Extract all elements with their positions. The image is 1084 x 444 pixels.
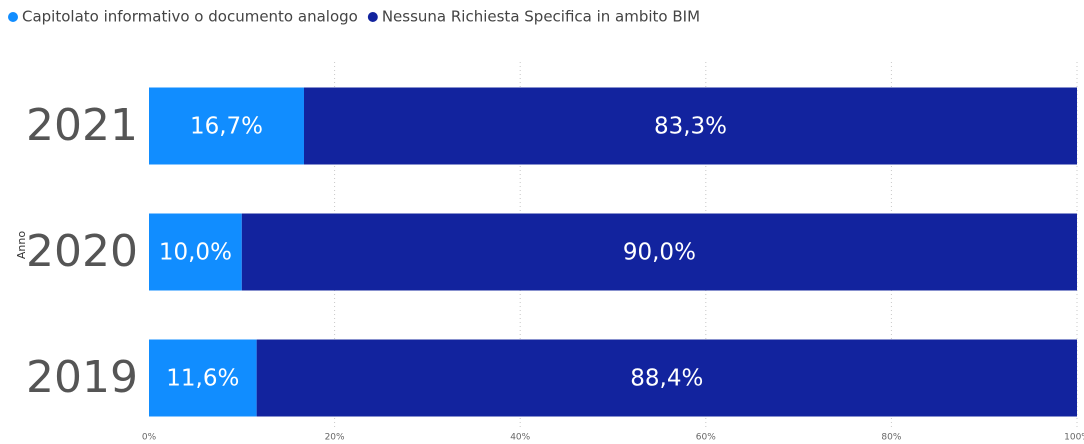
bar-segment [149,87,304,165]
bar-segment [303,87,1077,165]
y-tick-label: 2019 [26,352,138,403]
y-axis-title: Anno [15,231,28,259]
y-tick-label: 2020 [26,226,138,277]
legend-label: Nessuna Richiesta Specifica in ambito BI… [382,8,700,26]
x-tick-label: 40% [510,433,530,443]
bar-segment [256,339,1077,417]
data-label: 11,6% [166,366,239,392]
data-label: 16,7% [190,114,263,140]
legend-label: Capitolato informativo o documento analo… [22,8,358,26]
bar-segment [241,213,1078,291]
bar-segment [149,213,242,291]
x-tick-label: 60% [696,433,716,443]
y-tick-label: 2021 [26,100,138,151]
bar-segment [149,339,257,417]
data-label: 83,3% [654,114,727,140]
legend-marker [367,12,378,22]
legend-marker [8,12,18,22]
x-tick-label: 0% [142,433,157,443]
data-label: 88,4% [630,366,703,392]
data-label: 90,0% [623,240,696,266]
x-tick-label: 20% [325,433,345,443]
x-tick-label: 80% [881,433,901,443]
x-tick-label: 100% [1064,433,1084,443]
data-label: 10,0% [159,240,232,266]
